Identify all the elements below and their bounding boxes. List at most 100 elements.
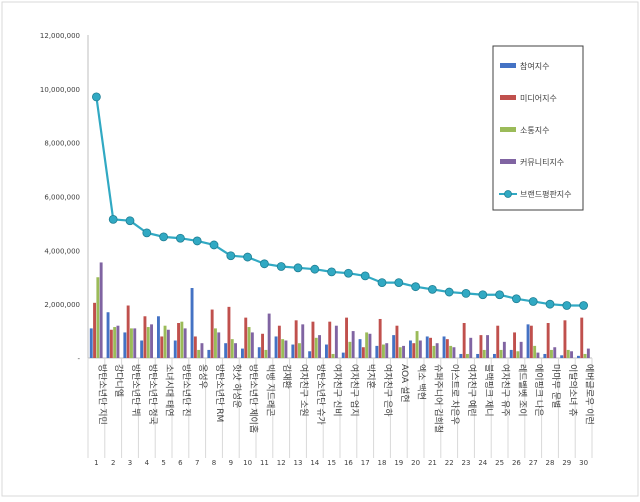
bar bbox=[116, 325, 120, 358]
line-point bbox=[343, 268, 353, 278]
bar bbox=[140, 340, 144, 358]
line-point bbox=[461, 288, 471, 298]
x-index-label: 10 bbox=[243, 459, 252, 467]
y-tick-label: 10,000,000 bbox=[40, 86, 80, 94]
x-index-label: 30 bbox=[579, 459, 588, 467]
bar bbox=[294, 320, 298, 358]
line-point bbox=[495, 290, 505, 300]
x-index-label: 18 bbox=[378, 459, 387, 467]
bar bbox=[546, 323, 550, 358]
bar bbox=[244, 317, 248, 358]
bar bbox=[277, 325, 281, 358]
bar bbox=[385, 343, 389, 358]
bar bbox=[570, 351, 573, 358]
x-index-label: 26 bbox=[512, 459, 521, 467]
line-point bbox=[579, 301, 588, 310]
y-tick-label: 4,000,000 bbox=[44, 247, 80, 255]
line-point bbox=[243, 252, 253, 262]
x-index-label: 25 bbox=[495, 459, 504, 467]
x-index-label: 28 bbox=[546, 459, 555, 467]
bar bbox=[150, 324, 153, 358]
bar bbox=[325, 344, 328, 358]
x-tick-label: 블랙핑크 제니 bbox=[483, 364, 494, 417]
bar bbox=[331, 353, 335, 358]
bar bbox=[200, 343, 204, 358]
bar bbox=[99, 262, 103, 358]
x-index-label: 27 bbox=[529, 459, 538, 467]
x-tick-label: 김재환 bbox=[281, 364, 293, 389]
line-point bbox=[159, 232, 169, 242]
bar bbox=[425, 336, 429, 358]
bar bbox=[96, 277, 100, 358]
bar bbox=[412, 343, 416, 358]
bar bbox=[261, 333, 264, 358]
legend-label: 미디어지수 bbox=[520, 93, 557, 103]
bar bbox=[193, 336, 197, 358]
bar bbox=[375, 345, 379, 358]
bar bbox=[257, 347, 261, 358]
line-series-group bbox=[92, 92, 588, 310]
x-index-label: 11 bbox=[260, 459, 269, 467]
bar bbox=[445, 339, 449, 358]
bar bbox=[210, 309, 214, 358]
bar bbox=[409, 340, 412, 358]
legend-label: 소통지수 bbox=[520, 126, 549, 135]
bar bbox=[513, 332, 516, 358]
x-tick-label: 여자친구 소원 bbox=[298, 364, 310, 417]
bar bbox=[274, 336, 278, 358]
bar bbox=[466, 353, 469, 358]
line-point bbox=[327, 267, 337, 277]
x-index-label: 12 bbox=[277, 459, 286, 467]
bar bbox=[536, 352, 540, 358]
bar bbox=[234, 343, 237, 358]
legend-label: 브랜드평판지수 bbox=[520, 189, 572, 199]
bar bbox=[89, 328, 93, 358]
line-point bbox=[562, 301, 572, 310]
bar bbox=[566, 349, 570, 358]
bar bbox=[166, 329, 170, 358]
bar bbox=[482, 349, 486, 358]
bar bbox=[449, 345, 453, 358]
bar bbox=[502, 341, 506, 358]
bar bbox=[109, 329, 113, 358]
x-index-label: 7 bbox=[195, 459, 199, 467]
bar bbox=[583, 353, 587, 358]
bar bbox=[241, 348, 244, 358]
line-point bbox=[125, 216, 135, 226]
bar bbox=[519, 341, 523, 358]
bar bbox=[284, 340, 288, 358]
bar bbox=[378, 318, 382, 358]
bar bbox=[123, 332, 127, 358]
bar bbox=[264, 349, 268, 358]
bar bbox=[398, 347, 402, 358]
bar bbox=[392, 335, 396, 358]
x-tick-label: 옹성우 bbox=[197, 364, 208, 389]
bar bbox=[550, 349, 553, 358]
x-tick-label: 에이핑크 나은 bbox=[533, 364, 544, 417]
x-index-label: 23 bbox=[462, 459, 471, 467]
bar bbox=[207, 349, 211, 358]
legend-swatch bbox=[500, 95, 516, 100]
line-point bbox=[259, 259, 269, 269]
line-point bbox=[192, 236, 202, 246]
x-tick-label: 강다니엘 bbox=[113, 364, 124, 397]
legend-swatch bbox=[500, 127, 516, 132]
line-point bbox=[478, 290, 488, 300]
legend-label: 참여지수 bbox=[520, 61, 549, 71]
x-tick-label: 엑소 백현 bbox=[416, 364, 428, 400]
bar bbox=[190, 288, 194, 358]
bar bbox=[217, 332, 221, 358]
bar bbox=[469, 337, 473, 358]
line-point bbox=[175, 233, 185, 243]
bar-series-group bbox=[89, 262, 590, 358]
x-tick-label: AOA 설현 bbox=[399, 364, 410, 403]
line-point bbox=[528, 297, 538, 306]
bar bbox=[334, 325, 338, 358]
x-tick-label: 빅뱅 지드래곤 bbox=[264, 364, 275, 417]
bar bbox=[418, 340, 422, 358]
bar bbox=[382, 344, 385, 358]
bar bbox=[486, 335, 489, 358]
bar bbox=[230, 339, 234, 358]
